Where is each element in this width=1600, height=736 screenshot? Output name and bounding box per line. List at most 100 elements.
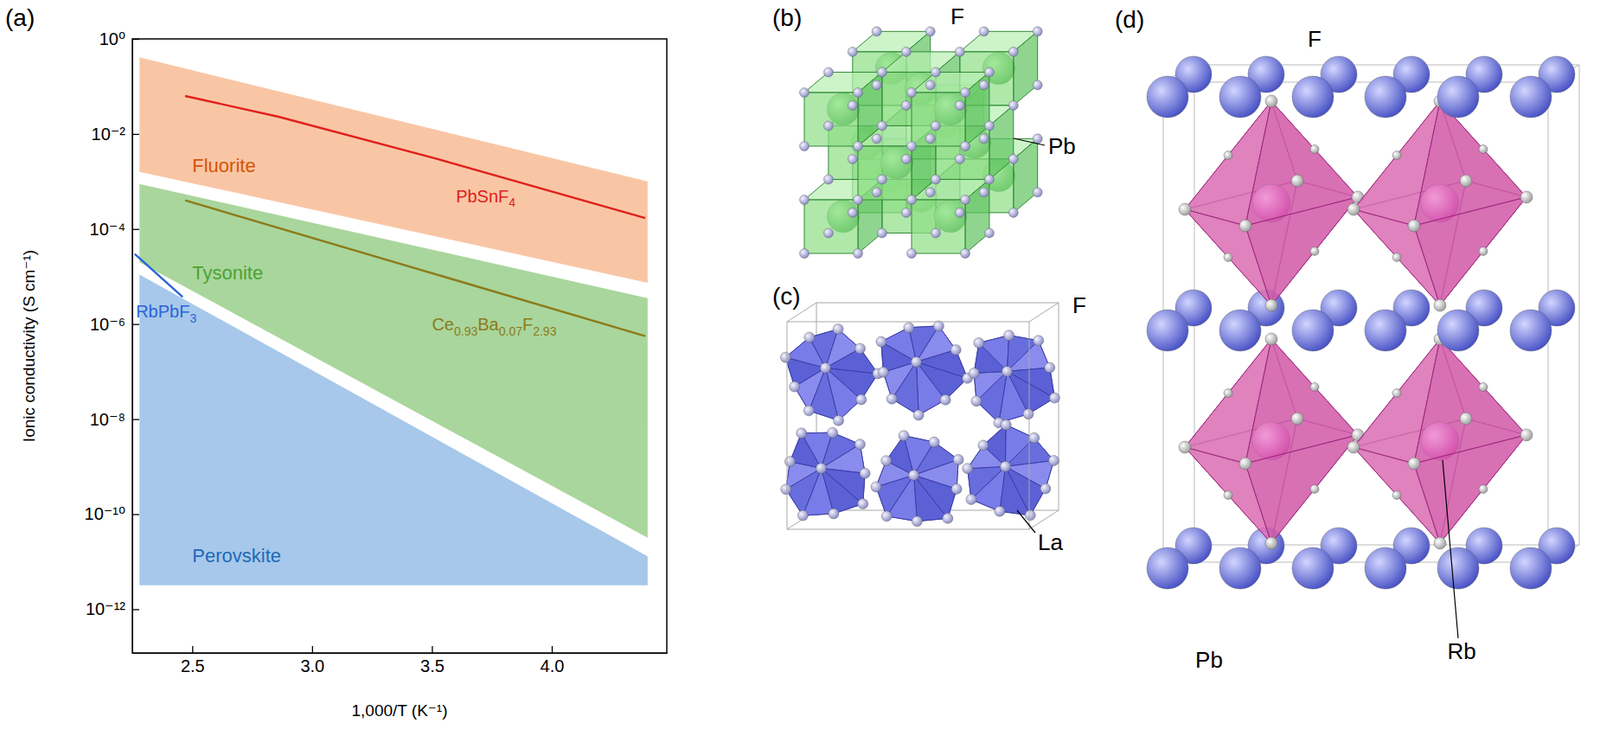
f-atom [930, 67, 941, 77]
pb-atom [1364, 76, 1407, 118]
y-tick-label: 10⁻¹⁰ [84, 504, 126, 524]
y-tick-mark [132, 513, 140, 515]
f-atom [928, 436, 940, 448]
pb-atom [1364, 547, 1407, 589]
f-atom [901, 153, 911, 164]
x-tick-mark [551, 646, 553, 653]
cube-face [989, 105, 1014, 180]
f-atom [925, 134, 935, 144]
octahedron-face [1414, 197, 1527, 306]
y-axis: 10⁰10⁻²10⁻⁴10⁻⁶10⁻⁸10⁻¹⁰10⁻¹² [84, 29, 140, 654]
f-atom [973, 337, 985, 348]
series-label: Fluorite [192, 154, 256, 177]
f-atom [966, 494, 977, 506]
x-tick-label: 3.5 [420, 656, 445, 676]
f-atom [984, 67, 994, 77]
f-atom [1048, 454, 1059, 466]
f-atom [1478, 484, 1488, 493]
cell-edge [1029, 302, 1059, 322]
x-tick-mark [192, 646, 193, 653]
f-atom [853, 88, 864, 98]
polyhedron [786, 432, 865, 516]
structure-label: (d) [1114, 6, 1145, 33]
y-tick: 10⁻⁶ [89, 314, 140, 334]
text-part: Fluorite [192, 154, 256, 177]
f-atom [1459, 174, 1472, 187]
polyhedron [967, 424, 1055, 516]
polyhedron-face [914, 474, 958, 519]
pb-atom [1510, 309, 1552, 352]
f-atom [823, 174, 833, 185]
f-atom [1239, 219, 1252, 232]
structure-d: (d)FPbRb [1114, 6, 1580, 673]
f-atom [960, 249, 971, 259]
f-atom [994, 505, 1005, 517]
series-line [185, 200, 646, 337]
f-atom [968, 367, 980, 378]
plot-frame [132, 38, 667, 653]
f-atom [1023, 409, 1034, 420]
pb-atom [1219, 547, 1261, 589]
text-part: 0.07 [499, 324, 523, 339]
f-atom [1223, 151, 1233, 160]
y-axis-title: Ionic conductivity (S cm⁻¹) [19, 249, 39, 442]
text-part: Tysonite [192, 262, 263, 284]
f-atom [1000, 460, 1012, 472]
series-line [185, 96, 646, 218]
f-atom [1040, 483, 1051, 494]
f-atom [1408, 457, 1421, 470]
f-atom [847, 153, 858, 164]
f-atom [827, 427, 839, 438]
series-label: Ce0.93Ba0.07F2.93 [431, 314, 557, 339]
f-atom [1223, 253, 1233, 263]
leader-line [1442, 460, 1459, 639]
structure-c: (c)FLa [772, 282, 1087, 556]
y-tick-label: 10⁰ [99, 29, 126, 49]
f-atom [1459, 412, 1472, 425]
f-atom [907, 249, 917, 259]
f-atom [871, 80, 882, 90]
octahedron-face [1245, 197, 1358, 306]
figure: (a)2.53.03.54.010⁰10⁻²10⁻⁴10⁻⁶10⁻⁸10⁻¹⁰1… [0, 0, 1600, 736]
f-atom [930, 228, 941, 238]
f-atom [901, 100, 911, 110]
f-atom [1520, 191, 1533, 204]
text-part: PbSnF [455, 186, 509, 206]
f-atom [853, 249, 864, 259]
f-atom [979, 80, 989, 90]
f-atom [925, 187, 935, 198]
f-atom [1178, 441, 1191, 454]
f-atom [942, 512, 954, 524]
y-tick-mark [132, 229, 140, 231]
f-atom [876, 121, 887, 131]
f-atom [1008, 207, 1018, 218]
f-atom [1478, 144, 1488, 154]
f-atom [876, 67, 887, 77]
y-tick: 10⁻¹² [85, 599, 140, 619]
f-atom [876, 174, 887, 185]
pb-atom [1364, 309, 1407, 352]
f-atom [960, 195, 971, 205]
f-atom [1029, 432, 1040, 443]
f-atom [800, 141, 810, 152]
cube-face [911, 199, 966, 254]
f-atom [907, 195, 917, 205]
f-atom [1408, 219, 1421, 232]
text-part: Ba [477, 314, 500, 334]
f-atom [800, 195, 810, 205]
y-tick: 10⁻¹⁰ [84, 504, 140, 524]
plot-marks [134, 57, 648, 585]
f-atom [881, 455, 892, 467]
text-part: 4 [508, 195, 516, 210]
pb-atom [1292, 76, 1334, 118]
polyhedron [881, 326, 968, 416]
f-atom [1032, 134, 1043, 144]
pb-atom [1292, 309, 1334, 352]
text-part: 3 [189, 311, 197, 326]
f-atom [797, 510, 808, 521]
f-atom [984, 174, 994, 185]
y-tick-mark [132, 324, 140, 326]
f-atom [1265, 332, 1278, 346]
f-atom [953, 454, 964, 465]
polyhedron-face [821, 467, 866, 504]
